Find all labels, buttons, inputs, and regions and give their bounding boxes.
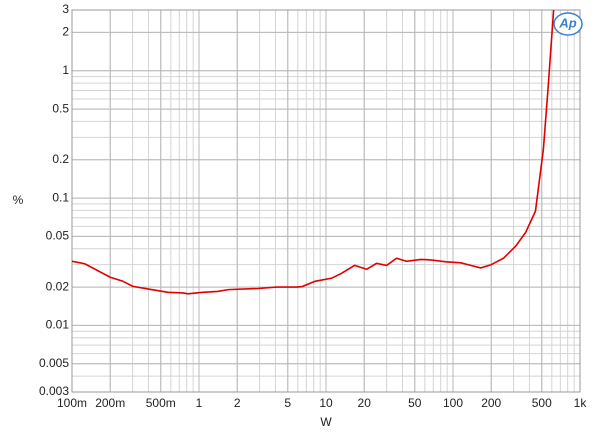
y-tick-label: 0.05 xyxy=(46,229,70,243)
x-tick-label: 200m xyxy=(95,396,125,410)
x-tick-label: 1k xyxy=(574,396,588,410)
x-tick-label: 100 xyxy=(443,396,463,410)
x-tick-label: 10 xyxy=(319,396,333,410)
y-axis-label: % xyxy=(13,193,24,207)
y-tick-label: 0.01 xyxy=(46,318,70,332)
x-tick-label: 100m xyxy=(57,396,87,410)
y-tick-label: 1 xyxy=(62,63,69,77)
logo-badge xyxy=(553,12,583,36)
x-tick-label: 2 xyxy=(234,396,241,410)
plot-frame xyxy=(71,9,581,393)
y-tick-label: 0.005 xyxy=(39,356,69,370)
x-tick-label: 5 xyxy=(284,396,291,410)
y-tick-label: 2 xyxy=(62,25,69,39)
y-tick-label: 0.2 xyxy=(52,152,69,166)
x-tick-label: 50 xyxy=(408,396,422,410)
x-tick-label: 500m xyxy=(146,396,176,410)
data-line xyxy=(72,10,555,295)
y-tick-label: 0.003 xyxy=(39,384,69,398)
y-tick-label: 0.02 xyxy=(46,279,70,293)
x-tick-label: 500 xyxy=(532,396,552,410)
y-tick-label: 3 xyxy=(62,2,69,16)
logo: Ap xyxy=(558,15,576,30)
x-tick-label: 20 xyxy=(358,396,372,410)
y-tick-label: 0.1 xyxy=(52,190,69,204)
x-tick-label: 1 xyxy=(196,396,203,410)
x-tick-label: 200 xyxy=(481,396,501,410)
y-tick-label: 0.5 xyxy=(52,101,69,115)
x-axis-label: W xyxy=(320,415,332,429)
